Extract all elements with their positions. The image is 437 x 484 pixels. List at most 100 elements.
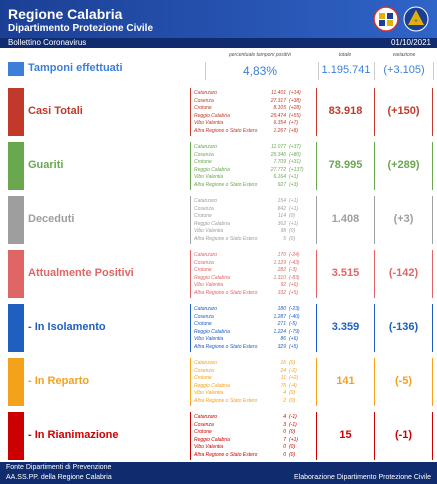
section-title: Guariti bbox=[28, 159, 64, 171]
province-change: (0) bbox=[289, 213, 296, 219]
province-name: Altra Regione o Stato Estero bbox=[194, 289, 258, 296]
province-value: 5 bbox=[283, 235, 286, 242]
separator bbox=[316, 142, 317, 190]
section-title: - In Rianimazione bbox=[28, 429, 119, 441]
province-name: Cosenza bbox=[194, 205, 214, 212]
province-name: Catanzaro bbox=[194, 414, 218, 420]
province-name: Vibo Valentia bbox=[194, 228, 224, 234]
province-change: (+1) bbox=[289, 436, 299, 443]
province-name: Vibo Valentia bbox=[194, 390, 224, 396]
section-total: 3.359 bbox=[331, 321, 360, 333]
province-value: 0 bbox=[283, 444, 286, 450]
section-title: - In Reparto bbox=[28, 375, 90, 387]
color-bar bbox=[8, 250, 24, 298]
province-value: 6.354 bbox=[273, 120, 286, 126]
separator bbox=[316, 250, 317, 298]
sections: Casi Totali Catanzaro 11.401 (+14) Cosenza 27… bbox=[0, 86, 437, 462]
section: Deceduti Catanzaro 154 (+1) Cosenza 842 (+1) Cr… bbox=[0, 194, 437, 246]
subtitle: Dipartimento Protezione Civile bbox=[8, 23, 154, 34]
section-total: 1.408 bbox=[331, 213, 360, 225]
province-change: (-3) bbox=[289, 267, 297, 273]
logos: + bbox=[373, 6, 429, 32]
province-value: 3 bbox=[283, 421, 286, 428]
province-value: 1.310 bbox=[273, 274, 286, 281]
province-value: 4 bbox=[283, 390, 286, 396]
header: Regione Calabria Dipartimento Protezione… bbox=[0, 0, 437, 38]
separator bbox=[433, 62, 434, 80]
separator bbox=[190, 250, 191, 298]
color-bar bbox=[8, 88, 24, 136]
province-change: (+3) bbox=[289, 181, 299, 188]
province-change: (0) bbox=[289, 228, 296, 234]
province-value: 282 bbox=[277, 267, 286, 273]
color-bar bbox=[8, 142, 24, 190]
separator bbox=[190, 412, 191, 460]
province-change: (+6) bbox=[289, 336, 299, 342]
province-name: Crotone bbox=[194, 105, 212, 111]
province-change: (-23) bbox=[289, 306, 300, 312]
province-name: Crotone bbox=[194, 213, 212, 219]
province-name: Vibo Valentia bbox=[194, 282, 224, 288]
province-change: (+6) bbox=[289, 282, 299, 288]
province-change: (-4) bbox=[289, 382, 297, 389]
province-name: Reggio Calabria bbox=[194, 436, 230, 443]
province-change: (+1) bbox=[289, 205, 299, 212]
province-change: (-1) bbox=[289, 414, 297, 420]
separator bbox=[432, 142, 433, 190]
province-change: (+8) bbox=[289, 127, 299, 134]
section-total: 78.995 bbox=[328, 159, 363, 171]
province-name: Reggio Calabria bbox=[194, 112, 230, 119]
province-name: Cosenza bbox=[194, 421, 214, 428]
separator bbox=[374, 142, 375, 190]
province-value: 332 bbox=[277, 289, 286, 296]
separator bbox=[190, 196, 191, 244]
province-change: (+5) bbox=[289, 289, 299, 296]
province-name: Vibo Valentia bbox=[194, 336, 224, 342]
province-change: (-2) bbox=[289, 367, 297, 374]
province-change: (-40) bbox=[289, 313, 300, 320]
province-change: (0) bbox=[289, 397, 296, 404]
province-name: Catanzaro bbox=[194, 252, 218, 258]
separator bbox=[316, 196, 317, 244]
province-value: 0 bbox=[283, 451, 286, 458]
province-value: 114 bbox=[278, 213, 286, 219]
province-name: Cosenza bbox=[194, 367, 214, 374]
province-name: Cosenza bbox=[194, 313, 214, 320]
province-change: (0) bbox=[289, 360, 296, 366]
section-change: (-5) bbox=[394, 375, 413, 387]
province-name: Altra Regione o Stato Estero bbox=[194, 397, 258, 404]
separator bbox=[374, 250, 375, 298]
province-value: 11.077 bbox=[271, 144, 286, 150]
row-title: Tamponi effettuati bbox=[28, 62, 123, 74]
province-name: Catanzaro bbox=[194, 360, 218, 366]
section: - In Isolamento Catanzaro 180 (-23) Cosenza 1… bbox=[0, 302, 437, 354]
subheader: Bollettino Coronavirus 01/10/2021 bbox=[0, 38, 437, 48]
section-total: 3.515 bbox=[331, 267, 360, 279]
separator bbox=[316, 412, 317, 460]
province-change: (-83) bbox=[289, 274, 300, 281]
province-name: Altra Regione o Stato Estero bbox=[194, 181, 258, 188]
tamponi-row: Tamponi effettuati percentuale tamponi po… bbox=[0, 52, 437, 84]
province-value: 154 bbox=[277, 198, 286, 204]
province-change: (+2) bbox=[289, 375, 299, 381]
color-bar bbox=[8, 358, 24, 406]
province-value: 92 bbox=[280, 282, 286, 288]
province-name: Reggio Calabria bbox=[194, 220, 230, 227]
province-change: (+1) bbox=[289, 220, 299, 227]
province-value: 0 bbox=[283, 429, 286, 435]
separator bbox=[432, 412, 433, 460]
province-name: Reggio Calabria bbox=[194, 328, 230, 335]
color-bar bbox=[8, 196, 24, 244]
section-total: 15 bbox=[339, 429, 352, 441]
province-value: 170 bbox=[277, 252, 286, 258]
province-change: (+14) bbox=[289, 90, 301, 96]
section-change: (-1) bbox=[394, 429, 413, 441]
section: Guariti Catanzaro 11.077 (+37) Cosenza 25.346… bbox=[0, 140, 437, 192]
separator bbox=[432, 358, 433, 406]
province-change: (0) bbox=[289, 390, 296, 396]
province-change: (0) bbox=[289, 235, 296, 242]
province-value: 7.709 bbox=[273, 159, 286, 165]
color-bar bbox=[8, 412, 24, 460]
province-name: Altra Regione o Stato Estero bbox=[194, 451, 258, 458]
